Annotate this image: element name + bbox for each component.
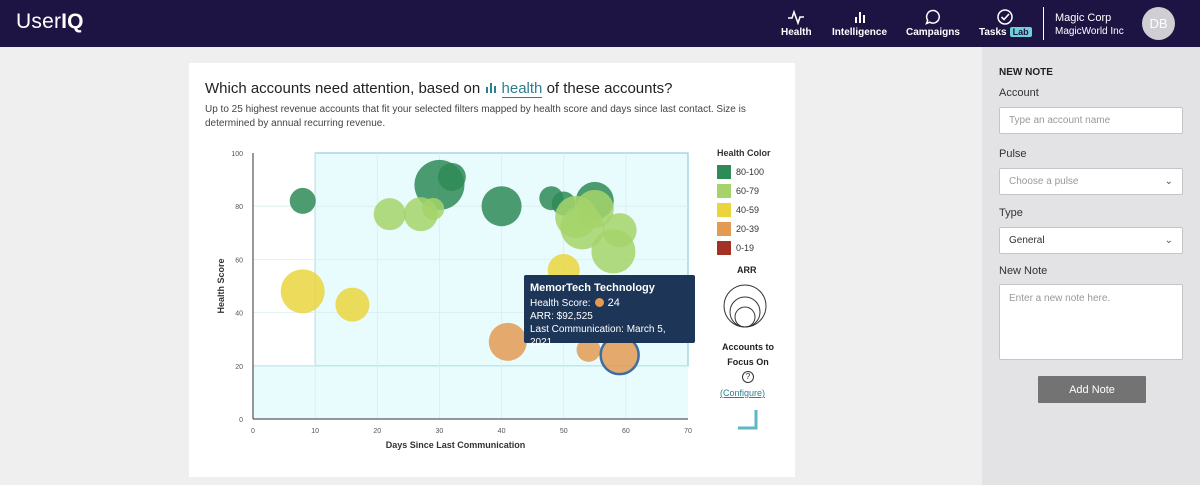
bubble-tooltip: MemorTech Technology Health Score: 24 ARR… bbox=[524, 275, 695, 348]
pulse-icon bbox=[788, 9, 805, 26]
panel-title: NEW NOTE bbox=[999, 67, 1053, 78]
health-color-legend: Health Color 80-100 60-79 40-59 20-39 0-19 bbox=[717, 148, 787, 257]
x-tick-label: 40 bbox=[498, 428, 506, 435]
health-color-dot bbox=[594, 298, 604, 307]
legend-item: 60-79 bbox=[717, 181, 787, 200]
nav-campaigns[interactable]: Campaigns bbox=[906, 8, 960, 38]
nav-intelligence-label: Intelligence bbox=[832, 27, 888, 38]
y-tick-label: 40 bbox=[235, 311, 243, 318]
y-axis-label: Health Score bbox=[216, 258, 226, 313]
nav-campaigns-label: Campaigns bbox=[906, 27, 960, 38]
x-axis-label: Days Since Last Communication bbox=[386, 440, 526, 450]
data-point-bubble[interactable] bbox=[488, 322, 527, 361]
y-tick-label: 60 bbox=[235, 257, 243, 264]
org-switcher[interactable]: Magic Corp MagicWorld Inc bbox=[1055, 11, 1124, 39]
chat-bubble-icon bbox=[925, 9, 940, 25]
tooltip-health-score: Health Score: 24 bbox=[530, 297, 620, 309]
legend-item: 0-19 bbox=[717, 238, 787, 257]
tooltip-account-name: MemorTech Technology bbox=[530, 282, 655, 294]
bubble-chart: 0 10 20 30 40 50 60 70 0 20 40 60 80 100 Days Since La… bbox=[216, 151, 692, 450]
card-question: Which accounts need attention, based on … bbox=[205, 80, 673, 98]
legend-label: 60-79 bbox=[736, 185, 760, 196]
y-tick-label: 20 bbox=[235, 364, 243, 371]
data-point-bubble[interactable] bbox=[575, 189, 614, 228]
logo[interactable]: UserIQ bbox=[16, 10, 84, 33]
arr-size-legend bbox=[723, 284, 767, 328]
avatar[interactable]: DB bbox=[1142, 7, 1175, 40]
top-nav-bar: UserIQ Health Intelligence Campaigns Tas… bbox=[0, 0, 1200, 47]
legend-swatch bbox=[717, 240, 731, 255]
accounts-to-focus-label: Accounts to Focus On bbox=[721, 342, 774, 367]
data-point-bubble[interactable] bbox=[335, 287, 370, 322]
header-divider bbox=[1043, 7, 1044, 40]
nav-health-label: Health bbox=[781, 27, 812, 38]
legend-label: 40-59 bbox=[736, 204, 760, 215]
account-input[interactable]: Type an account name bbox=[999, 107, 1183, 134]
y-tick-label: 0 bbox=[239, 417, 243, 424]
y-tick-label: 80 bbox=[235, 204, 243, 211]
health-chart-card: Which accounts need attention, based on … bbox=[189, 63, 795, 477]
nav-intelligence[interactable]: Intelligence bbox=[832, 8, 887, 38]
lab-badge: Lab bbox=[1009, 27, 1032, 37]
x-tick-label: 50 bbox=[560, 428, 568, 435]
chevron-down-icon: ⌄ bbox=[1164, 176, 1173, 187]
org-sub-name: MagicWorld Inc bbox=[1055, 26, 1124, 37]
nav-tasks-label-row: Tasks Lab bbox=[979, 27, 1032, 38]
x-tick-label: 20 bbox=[373, 428, 381, 435]
nav-health[interactable]: Health bbox=[781, 8, 812, 38]
data-point-bubble[interactable] bbox=[591, 229, 636, 274]
pulse-label: Pulse bbox=[999, 148, 1027, 160]
focus-region-icon bbox=[738, 410, 758, 430]
data-point-bubble[interactable] bbox=[576, 337, 601, 362]
legend-label: 0-19 bbox=[736, 242, 755, 253]
type-label: Type bbox=[999, 207, 1023, 219]
bar-chart-icon bbox=[854, 12, 865, 23]
legend-item: 80-100 bbox=[717, 162, 787, 181]
help-icon[interactable]: ? bbox=[742, 371, 754, 383]
x-tick-label: 70 bbox=[684, 428, 692, 435]
x-tick-label: 10 bbox=[311, 428, 319, 435]
data-point-bubble[interactable] bbox=[481, 186, 522, 227]
legend-item: 40-59 bbox=[717, 200, 787, 219]
data-point-bubble[interactable] bbox=[280, 269, 325, 314]
y-tick-label: 100 bbox=[231, 151, 243, 158]
x-tick-label: 30 bbox=[436, 428, 444, 435]
bar-chart-icon bbox=[486, 83, 497, 93]
new-note-label: New Note bbox=[999, 265, 1048, 277]
check-circle-icon bbox=[997, 9, 1014, 25]
legend-swatch bbox=[717, 164, 731, 179]
legend-label: 80-100 bbox=[736, 166, 765, 177]
health-metric-dropdown[interactable]: health bbox=[501, 80, 543, 98]
x-tick-label: 60 bbox=[622, 428, 630, 435]
card-description: Up to 25 highest revenue accounts that f… bbox=[205, 104, 746, 129]
pulse-select[interactable]: Choose a pulse ⌄ bbox=[999, 168, 1183, 195]
arr-legend-title: ARR bbox=[737, 265, 757, 275]
data-point-bubble[interactable] bbox=[373, 198, 406, 231]
legend-swatch bbox=[717, 221, 731, 236]
configure-link[interactable]: (Configure) bbox=[720, 388, 766, 398]
x-tick-label: 0 bbox=[251, 428, 255, 435]
tooltip-last-communication: Last Communication: March 5, 2021 bbox=[530, 324, 666, 348]
new-note-textarea[interactable]: Enter a new note here. bbox=[999, 284, 1183, 360]
add-note-button[interactable]: Add Note bbox=[1038, 376, 1146, 403]
data-point-bubble[interactable] bbox=[437, 162, 466, 191]
legend-label: 20-39 bbox=[736, 223, 760, 234]
nav-tasks[interactable]: Tasks Lab bbox=[979, 8, 1032, 38]
new-note-panel: NEW NOTE Account Type an account name Pu… bbox=[982, 47, 1200, 485]
data-point-bubble[interactable] bbox=[289, 187, 316, 214]
data-point-bubble[interactable] bbox=[422, 197, 445, 220]
legend-item: 20-39 bbox=[717, 219, 787, 238]
legend-swatch bbox=[717, 183, 731, 198]
legend-swatch bbox=[717, 202, 731, 217]
type-select[interactable]: General ⌄ bbox=[999, 227, 1183, 254]
org-name: Magic Corp bbox=[1055, 12, 1112, 24]
legend-title: Health Color bbox=[717, 148, 771, 158]
account-label: Account bbox=[999, 87, 1039, 99]
tooltip-arr: ARR: $92,525 bbox=[530, 311, 593, 322]
chevron-down-icon: ⌄ bbox=[1164, 235, 1173, 246]
